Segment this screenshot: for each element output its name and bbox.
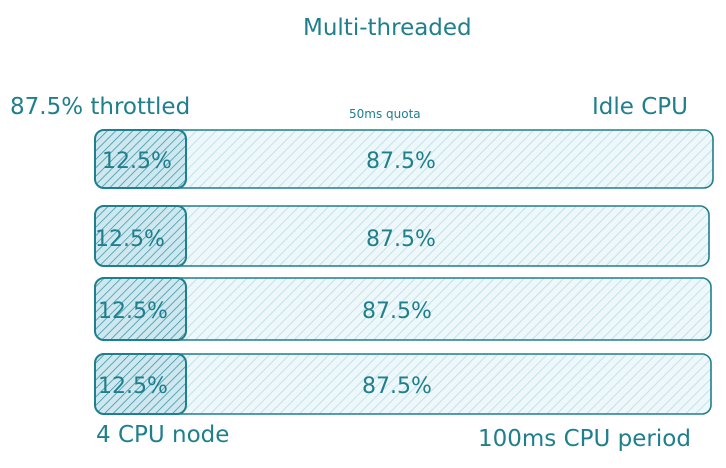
- used-percent: 12.5%: [98, 299, 168, 324]
- throttled-label: 87.5% throttled: [10, 94, 191, 120]
- period-label: 100ms CPU period: [478, 426, 691, 452]
- used-segment: [94, 129, 187, 189]
- idle-cpu-label: Idle CPU: [592, 94, 688, 120]
- used-segment: [94, 277, 187, 341]
- node-label: 4 CPU node: [96, 422, 230, 448]
- used-segment: [94, 205, 187, 267]
- used-percent: 12.5%: [102, 149, 172, 174]
- used-segment: [94, 353, 187, 415]
- used-percent: 12.5%: [95, 227, 165, 252]
- cpu-row-1: 12.5% 87.5%: [94, 129, 714, 189]
- quota-label: 50ms quota: [349, 107, 421, 121]
- cpu-row-3: 12.5% 87.5%: [94, 277, 712, 341]
- idle-percent: 87.5%: [362, 374, 432, 399]
- idle-percent: 87.5%: [366, 227, 436, 252]
- used-percent: 12.5%: [98, 374, 168, 399]
- cpu-row-4: 12.5% 87.5%: [94, 353, 712, 415]
- diagram-title: Multi-threaded: [303, 15, 472, 41]
- idle-percent: 87.5%: [366, 149, 436, 174]
- cpu-row-2: 12.5% 87.5%: [94, 205, 710, 267]
- idle-percent: 87.5%: [362, 299, 432, 324]
